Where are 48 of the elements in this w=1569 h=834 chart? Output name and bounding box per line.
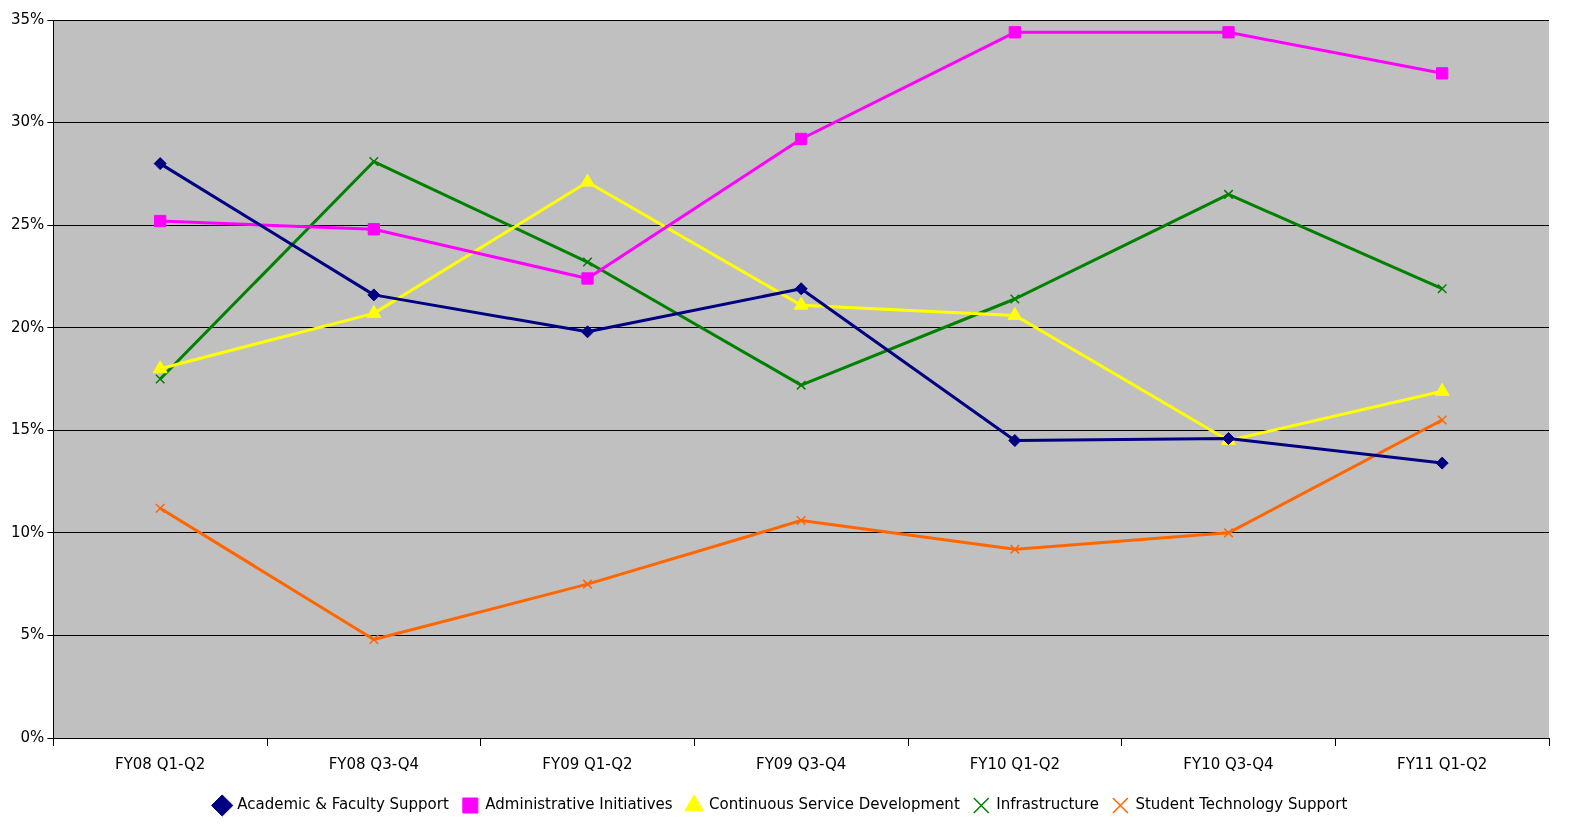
point	[1222, 26, 1235, 39]
point	[154, 214, 167, 228]
point	[794, 282, 808, 296]
point	[1008, 434, 1022, 448]
point	[582, 257, 593, 268]
point	[581, 272, 594, 285]
point	[795, 132, 808, 146]
y-tick-label: 5%	[20, 625, 45, 644]
point	[367, 288, 381, 302]
point	[1008, 26, 1021, 39]
point	[153, 157, 167, 171]
y-tick-label: 25%	[11, 215, 45, 234]
y-tick-label: 10%	[11, 522, 45, 541]
point	[1437, 283, 1448, 294]
y-tick-label: 35%	[11, 9, 45, 28]
point	[1223, 189, 1234, 200]
x-tick-label: FY10 Q3-Q4	[1183, 754, 1274, 773]
legend-label: Academic & Faculty Support	[237, 795, 449, 814]
x-tick-label: FY08 Q1-Q2	[115, 754, 206, 773]
legend-label: Student Technology Support	[1135, 795, 1348, 814]
point	[582, 579, 593, 590]
legend-label: Continuous Service Development	[709, 795, 960, 814]
point	[368, 634, 379, 645]
point	[1435, 456, 1449, 470]
point	[1009, 294, 1020, 304]
point	[152, 360, 168, 374]
y-tick-label: 20%	[11, 317, 45, 336]
x-tick-label: FY08 Q3-Q4	[328, 754, 419, 773]
point	[1009, 544, 1020, 555]
point	[155, 374, 166, 384]
point	[581, 325, 594, 339]
point	[796, 380, 807, 391]
legend-label: Administrative Initiatives	[485, 795, 673, 814]
x-tick-label: FY10 Q1-Q2	[969, 754, 1060, 773]
point	[368, 156, 379, 167]
legend-label: Infrastructure	[996, 795, 1099, 814]
y-tick-label: 15%	[11, 420, 45, 439]
point	[796, 515, 807, 526]
x-tick-label: FY09 Q1-Q2	[542, 754, 633, 773]
point	[1436, 67, 1449, 80]
y-tick-label: 0%	[20, 727, 45, 746]
point	[1223, 527, 1234, 538]
point	[1437, 415, 1448, 426]
point	[155, 503, 166, 514]
y-tick-label: 30%	[11, 112, 45, 131]
x-tick-label: FY11 Q1-Q2	[1397, 754, 1488, 773]
x-tick-label: FY09 Q3-Q4	[756, 754, 847, 773]
point	[367, 223, 380, 236]
